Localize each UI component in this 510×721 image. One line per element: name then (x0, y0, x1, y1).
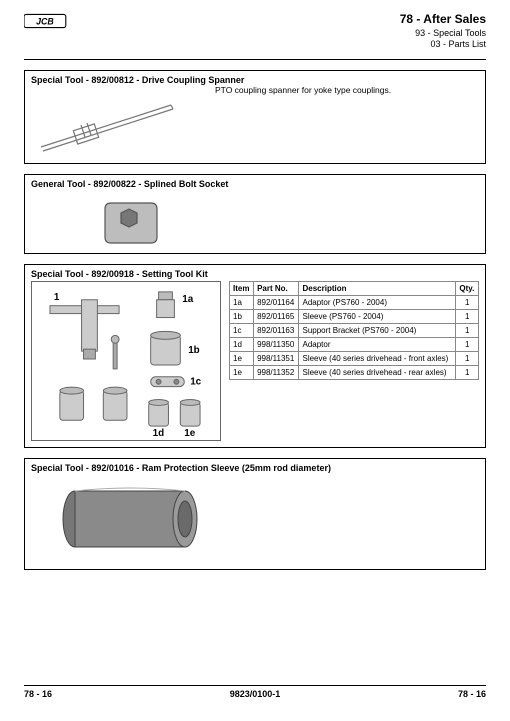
callout-1a: 1a (182, 294, 193, 305)
th-partno: Part No. (254, 281, 299, 295)
footer-right: 78 - 16 (458, 689, 486, 699)
table-row: 1e998/11351Sleeve (40 series drivehead -… (230, 351, 479, 365)
footer-center: 9823/0100-1 (230, 689, 281, 699)
header-rule (24, 59, 486, 60)
table-row: 1c892/01163Support Bracket (PS760 - 2004… (230, 323, 479, 337)
panel-kit: Special Tool - 892/00918 - Setting Tool … (24, 264, 486, 448)
panel-title: General Tool - 892/00822 - Splined Bolt … (31, 179, 479, 189)
spanner-illustration (31, 87, 231, 157)
header-main: 78 - After Sales (400, 12, 486, 28)
footer-rule (24, 685, 486, 686)
page-header: JCB 78 - After Sales 93 - Special Tools … (24, 12, 486, 51)
callout-1e: 1e (184, 428, 195, 439)
panel-socket: General Tool - 892/00822 - Splined Bolt … (24, 174, 486, 254)
callout-1: 1 (54, 292, 60, 303)
panel-desc: PTO coupling spanner for yoke type coupl… (215, 85, 391, 95)
header-sub2: 03 - Parts List (400, 39, 486, 51)
table-row: 1a892/01164Adaptor (PS760 - 2004)1 (230, 295, 479, 309)
socket-illustration (91, 191, 181, 247)
page-footer: 78 - 16 9823/0100-1 78 - 16 (24, 685, 486, 699)
th-desc: Description (299, 281, 456, 295)
table-row: 1d998/11350Adaptor1 (230, 337, 479, 351)
th-qty: Qty. (456, 281, 479, 295)
ram-illustration (51, 479, 231, 559)
panel-ram: Special Tool - 892/01016 - Ram Protectio… (24, 458, 486, 570)
table-row: 1e998/11352Sleeve (40 series drivehead -… (230, 365, 479, 379)
table-row: 1b892/01165Sleeve (PS760 - 2004)1 (230, 309, 479, 323)
panel-title: Special Tool - 892/00918 - Setting Tool … (31, 269, 479, 279)
th-item: Item (230, 281, 254, 295)
svg-text:JCB: JCB (36, 16, 54, 26)
panel-title: Special Tool - 892/01016 - Ram Protectio… (31, 463, 479, 473)
table-header-row: Item Part No. Description Qty. (230, 281, 479, 295)
header-sub1: 93 - Special Tools (400, 28, 486, 40)
table-body: 1a892/01164Adaptor (PS760 - 2004)1 1b892… (230, 295, 479, 379)
jcb-logo: JCB (24, 12, 68, 30)
callout-1c: 1c (190, 377, 201, 388)
callout-1b: 1b (188, 345, 200, 356)
parts-table: Item Part No. Description Qty. 1a892/011… (229, 281, 479, 380)
panel-title: Special Tool - 892/00812 - Drive Couplin… (31, 75, 479, 85)
callout-1d: 1d (153, 428, 165, 439)
kit-illustration: 1 1a 1b 1c 1d 1e (31, 281, 221, 441)
panel-spanner: Special Tool - 892/00812 - Drive Couplin… (24, 70, 486, 164)
footer-left: 78 - 16 (24, 689, 52, 699)
